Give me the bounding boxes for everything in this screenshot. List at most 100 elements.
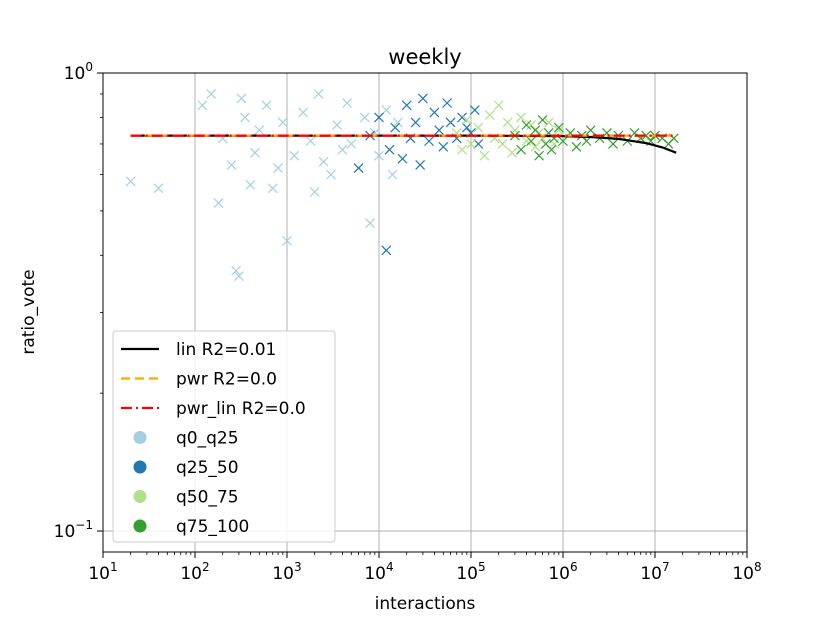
point-stroke bbox=[236, 93, 247, 104]
scatter-point bbox=[401, 100, 412, 111]
point-stroke bbox=[213, 198, 224, 209]
scatter-point bbox=[298, 107, 309, 118]
point-stroke bbox=[608, 139, 618, 149]
point-stroke bbox=[381, 245, 392, 256]
point-stroke bbox=[526, 120, 537, 130]
point-stroke bbox=[245, 179, 256, 190]
point-stroke bbox=[390, 122, 401, 133]
point-stroke bbox=[397, 153, 408, 164]
point-stroke bbox=[273, 163, 284, 174]
scatter-point bbox=[233, 271, 244, 282]
point-stroke bbox=[277, 117, 288, 128]
legend-box bbox=[112, 330, 336, 543]
scatter-point bbox=[516, 112, 526, 123]
scatter-point bbox=[381, 245, 392, 256]
scatter-point bbox=[526, 120, 537, 130]
scatter-point bbox=[240, 112, 250, 123]
scatter-point bbox=[289, 150, 300, 161]
point-stroke bbox=[457, 112, 468, 123]
point-stroke bbox=[601, 127, 612, 138]
point-stroke bbox=[507, 147, 518, 158]
scatter-point bbox=[309, 187, 320, 197]
point-stroke bbox=[469, 105, 480, 115]
point-stroke bbox=[516, 144, 526, 155]
scatter-point bbox=[206, 89, 217, 99]
scatter-point bbox=[502, 117, 513, 128]
point-stroke bbox=[318, 156, 329, 167]
point-stroke bbox=[429, 107, 440, 118]
point-stroke bbox=[206, 89, 217, 99]
scatter-point bbox=[484, 109, 495, 120]
point-stroke bbox=[254, 125, 265, 136]
scatter-point bbox=[473, 139, 484, 149]
point-stroke bbox=[534, 150, 545, 161]
point-stroke bbox=[526, 136, 537, 147]
x-tick-label: 103 bbox=[272, 560, 301, 584]
point-stroke bbox=[457, 144, 468, 155]
scatter-point bbox=[543, 117, 554, 128]
point-stroke bbox=[353, 163, 364, 174]
scatter-point bbox=[313, 89, 324, 99]
scatter-point bbox=[261, 100, 272, 111]
point-stroke bbox=[359, 112, 370, 123]
scatter-point bbox=[442, 98, 453, 108]
point-stroke bbox=[332, 120, 342, 130]
scatter-point bbox=[497, 139, 508, 149]
scatter-point bbox=[277, 117, 288, 128]
scatter-point bbox=[608, 139, 618, 149]
scatter-point bbox=[213, 198, 224, 209]
point-stroke bbox=[521, 136, 532, 147]
scatter-point bbox=[530, 125, 541, 136]
legend-label: q25_50 bbox=[176, 458, 239, 478]
point-stroke bbox=[553, 125, 564, 136]
point-stroke bbox=[387, 169, 398, 180]
point-stroke bbox=[502, 117, 513, 128]
point-stroke bbox=[641, 130, 652, 141]
legend-label: q50_75 bbox=[176, 488, 239, 508]
point-stroke bbox=[125, 176, 136, 187]
x-tick-label: 104 bbox=[364, 560, 393, 584]
legend-label: q75_100 bbox=[176, 517, 249, 537]
point-stroke bbox=[445, 117, 456, 128]
scatter-point bbox=[245, 179, 256, 190]
y-tick-label: 10−1 bbox=[54, 518, 93, 542]
point-stroke bbox=[493, 100, 504, 111]
scatter-point bbox=[325, 169, 336, 180]
point-stroke bbox=[261, 100, 272, 111]
point-stroke bbox=[521, 120, 532, 130]
point-stroke bbox=[401, 100, 412, 111]
point-stroke bbox=[410, 117, 421, 128]
scatter-point bbox=[457, 144, 468, 155]
point-stroke bbox=[668, 133, 679, 144]
x-tick-label: 105 bbox=[456, 560, 485, 584]
scatter-point bbox=[342, 98, 353, 108]
scatter-point bbox=[479, 150, 490, 161]
scatter-point bbox=[231, 265, 242, 276]
scatter-point bbox=[553, 122, 564, 133]
point-stroke bbox=[434, 125, 445, 136]
scatter-point bbox=[585, 125, 596, 136]
point-stroke bbox=[313, 89, 324, 99]
point-stroke bbox=[461, 114, 472, 125]
point-stroke bbox=[233, 271, 244, 282]
scatter-point bbox=[125, 176, 136, 187]
scatter-point bbox=[346, 139, 357, 149]
scatter-point bbox=[466, 139, 476, 149]
scatter-point bbox=[461, 114, 472, 125]
scatter-point bbox=[250, 147, 261, 158]
scatter-point bbox=[534, 150, 545, 161]
x-tick-label: 102 bbox=[180, 560, 209, 584]
scatter-point bbox=[417, 93, 428, 104]
legend: lin R2=0.01 pwr R2=0.0 pwr_lin R2=0.0 q0_q2… bbox=[112, 330, 336, 543]
scatter-point bbox=[507, 147, 518, 158]
scatter-point bbox=[282, 235, 292, 246]
x-tick-label: 101 bbox=[88, 560, 117, 584]
fit-line bbox=[130, 134, 677, 154]
point-stroke bbox=[240, 112, 250, 123]
scatter-point bbox=[353, 163, 364, 174]
point-stroke bbox=[484, 109, 495, 120]
scatter-point bbox=[365, 218, 376, 229]
fit-lines bbox=[130, 134, 677, 154]
scatter-point bbox=[546, 144, 557, 155]
scatter-point bbox=[410, 117, 421, 128]
